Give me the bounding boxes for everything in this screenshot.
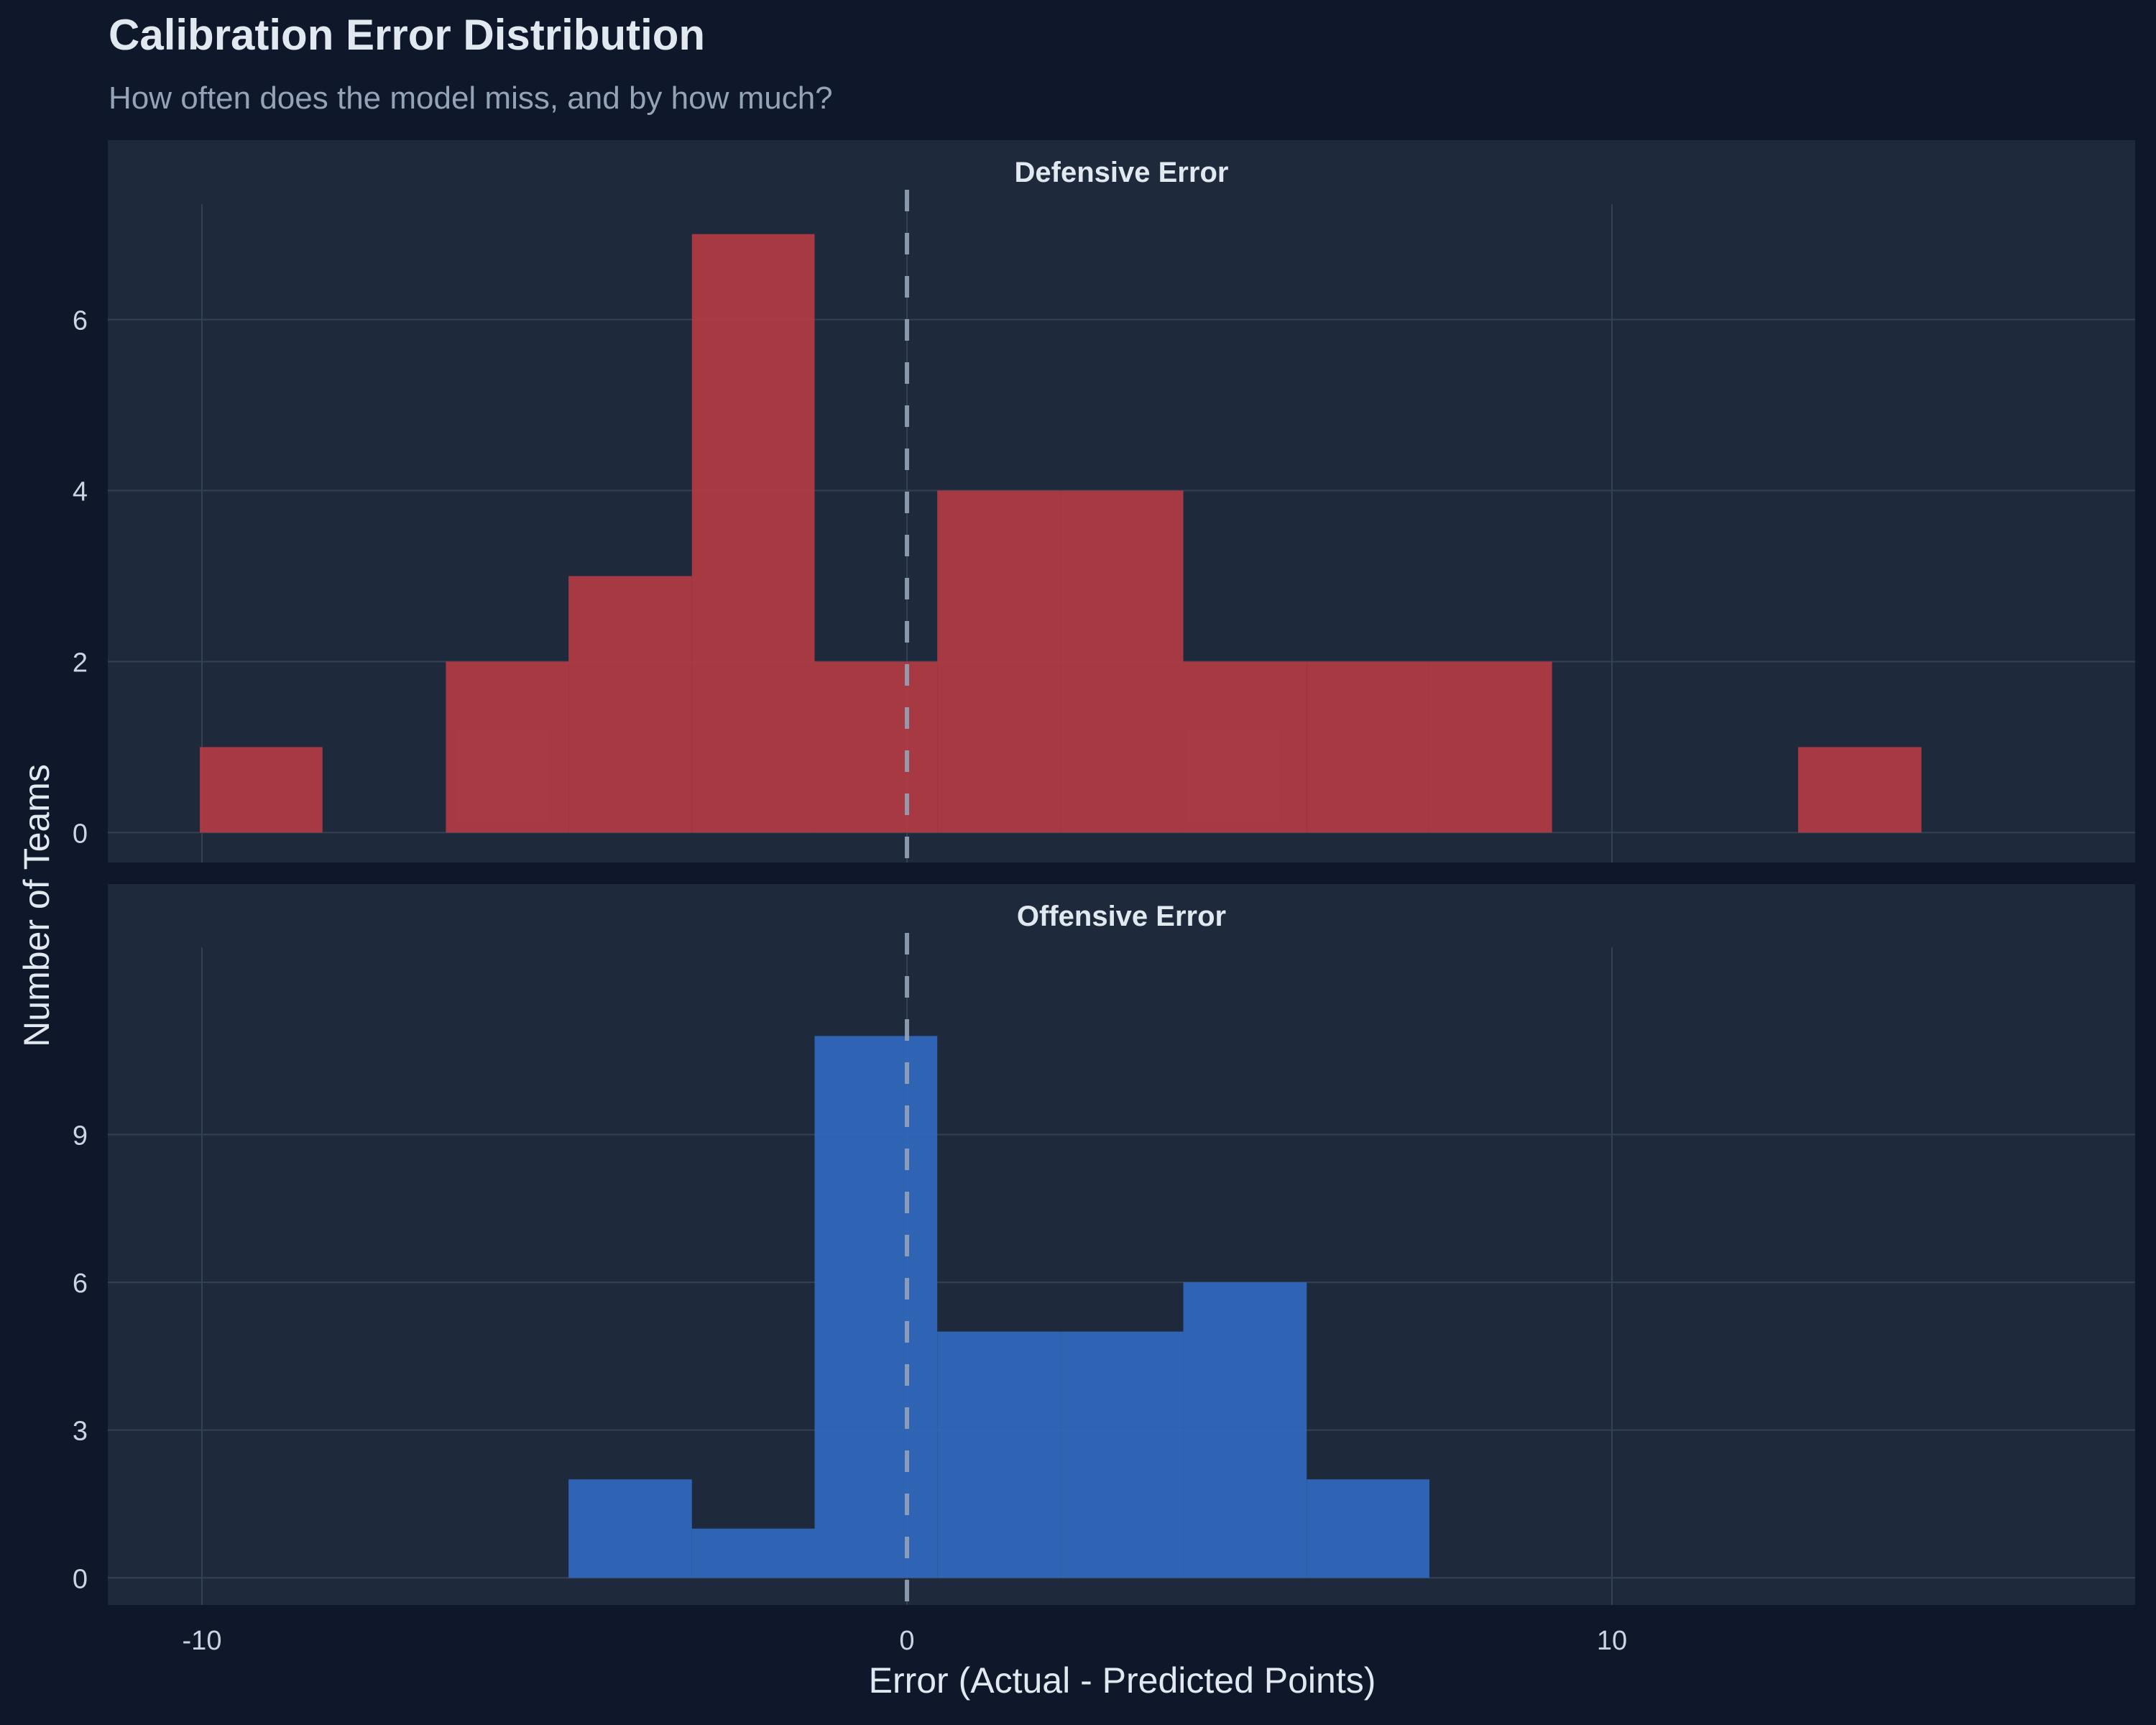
histogram-bar xyxy=(814,1036,938,1578)
y-tick-label: 6 xyxy=(73,1269,88,1299)
y-tick-labels: 0 3 6 9 xyxy=(73,1121,88,1594)
histogram-bar xyxy=(1429,661,1552,833)
histogram-bars xyxy=(568,1036,1429,1578)
histogram-bar xyxy=(691,1528,815,1578)
histogram-bar xyxy=(1060,1331,1184,1578)
histogram-bar xyxy=(1307,1479,1429,1578)
y-tick-label: 3 xyxy=(73,1417,88,1447)
panel-offensive-error: Offensive Error 0 3 6 9 xyxy=(73,884,2135,1605)
y-tick-label: 9 xyxy=(73,1121,88,1151)
histogram-bar xyxy=(200,747,323,833)
histogram-bar xyxy=(691,234,815,833)
facet-label: Defensive Error xyxy=(1015,157,1229,188)
histogram-bar xyxy=(1183,1282,1307,1578)
x-axis-label: Error (Actual - Predicted Points) xyxy=(869,1660,1376,1701)
histogram-bars xyxy=(200,234,1922,833)
histogram-bar xyxy=(1060,490,1184,833)
x-tick-labels: -10 0 10 xyxy=(183,1626,1628,1656)
facet-label: Offensive Error xyxy=(1017,901,1226,932)
x-tick-label: 10 xyxy=(1597,1626,1627,1656)
panel-defensive-error: Defensive Error 0 2 4 6 xyxy=(73,140,2135,862)
histogram-bar xyxy=(1797,747,1922,833)
y-tick-label: 2 xyxy=(73,648,88,678)
histogram-bar xyxy=(1307,661,1429,833)
x-tick-label: 0 xyxy=(899,1626,914,1656)
histogram-bar xyxy=(1183,661,1307,833)
chart-title: Calibration Error Distribution xyxy=(109,11,706,59)
y-tick-label: 0 xyxy=(73,1564,88,1594)
y-tick-label: 4 xyxy=(73,477,88,507)
x-tick-label: -10 xyxy=(183,1626,222,1656)
histogram-bar xyxy=(937,1331,1061,1578)
y-tick-labels: 0 2 4 6 xyxy=(73,306,88,850)
chart-subtitle: How often does the model miss, and by ho… xyxy=(109,80,833,116)
histogram-bar xyxy=(568,1479,692,1578)
histogram-bar xyxy=(568,576,692,833)
y-tick-label: 0 xyxy=(73,819,88,849)
y-tick-label: 6 xyxy=(73,306,88,336)
histogram-bar xyxy=(937,490,1061,833)
y-axis-label: Number of Teams xyxy=(17,764,57,1047)
histogram-bar xyxy=(814,661,938,833)
histogram-bar xyxy=(446,661,569,833)
